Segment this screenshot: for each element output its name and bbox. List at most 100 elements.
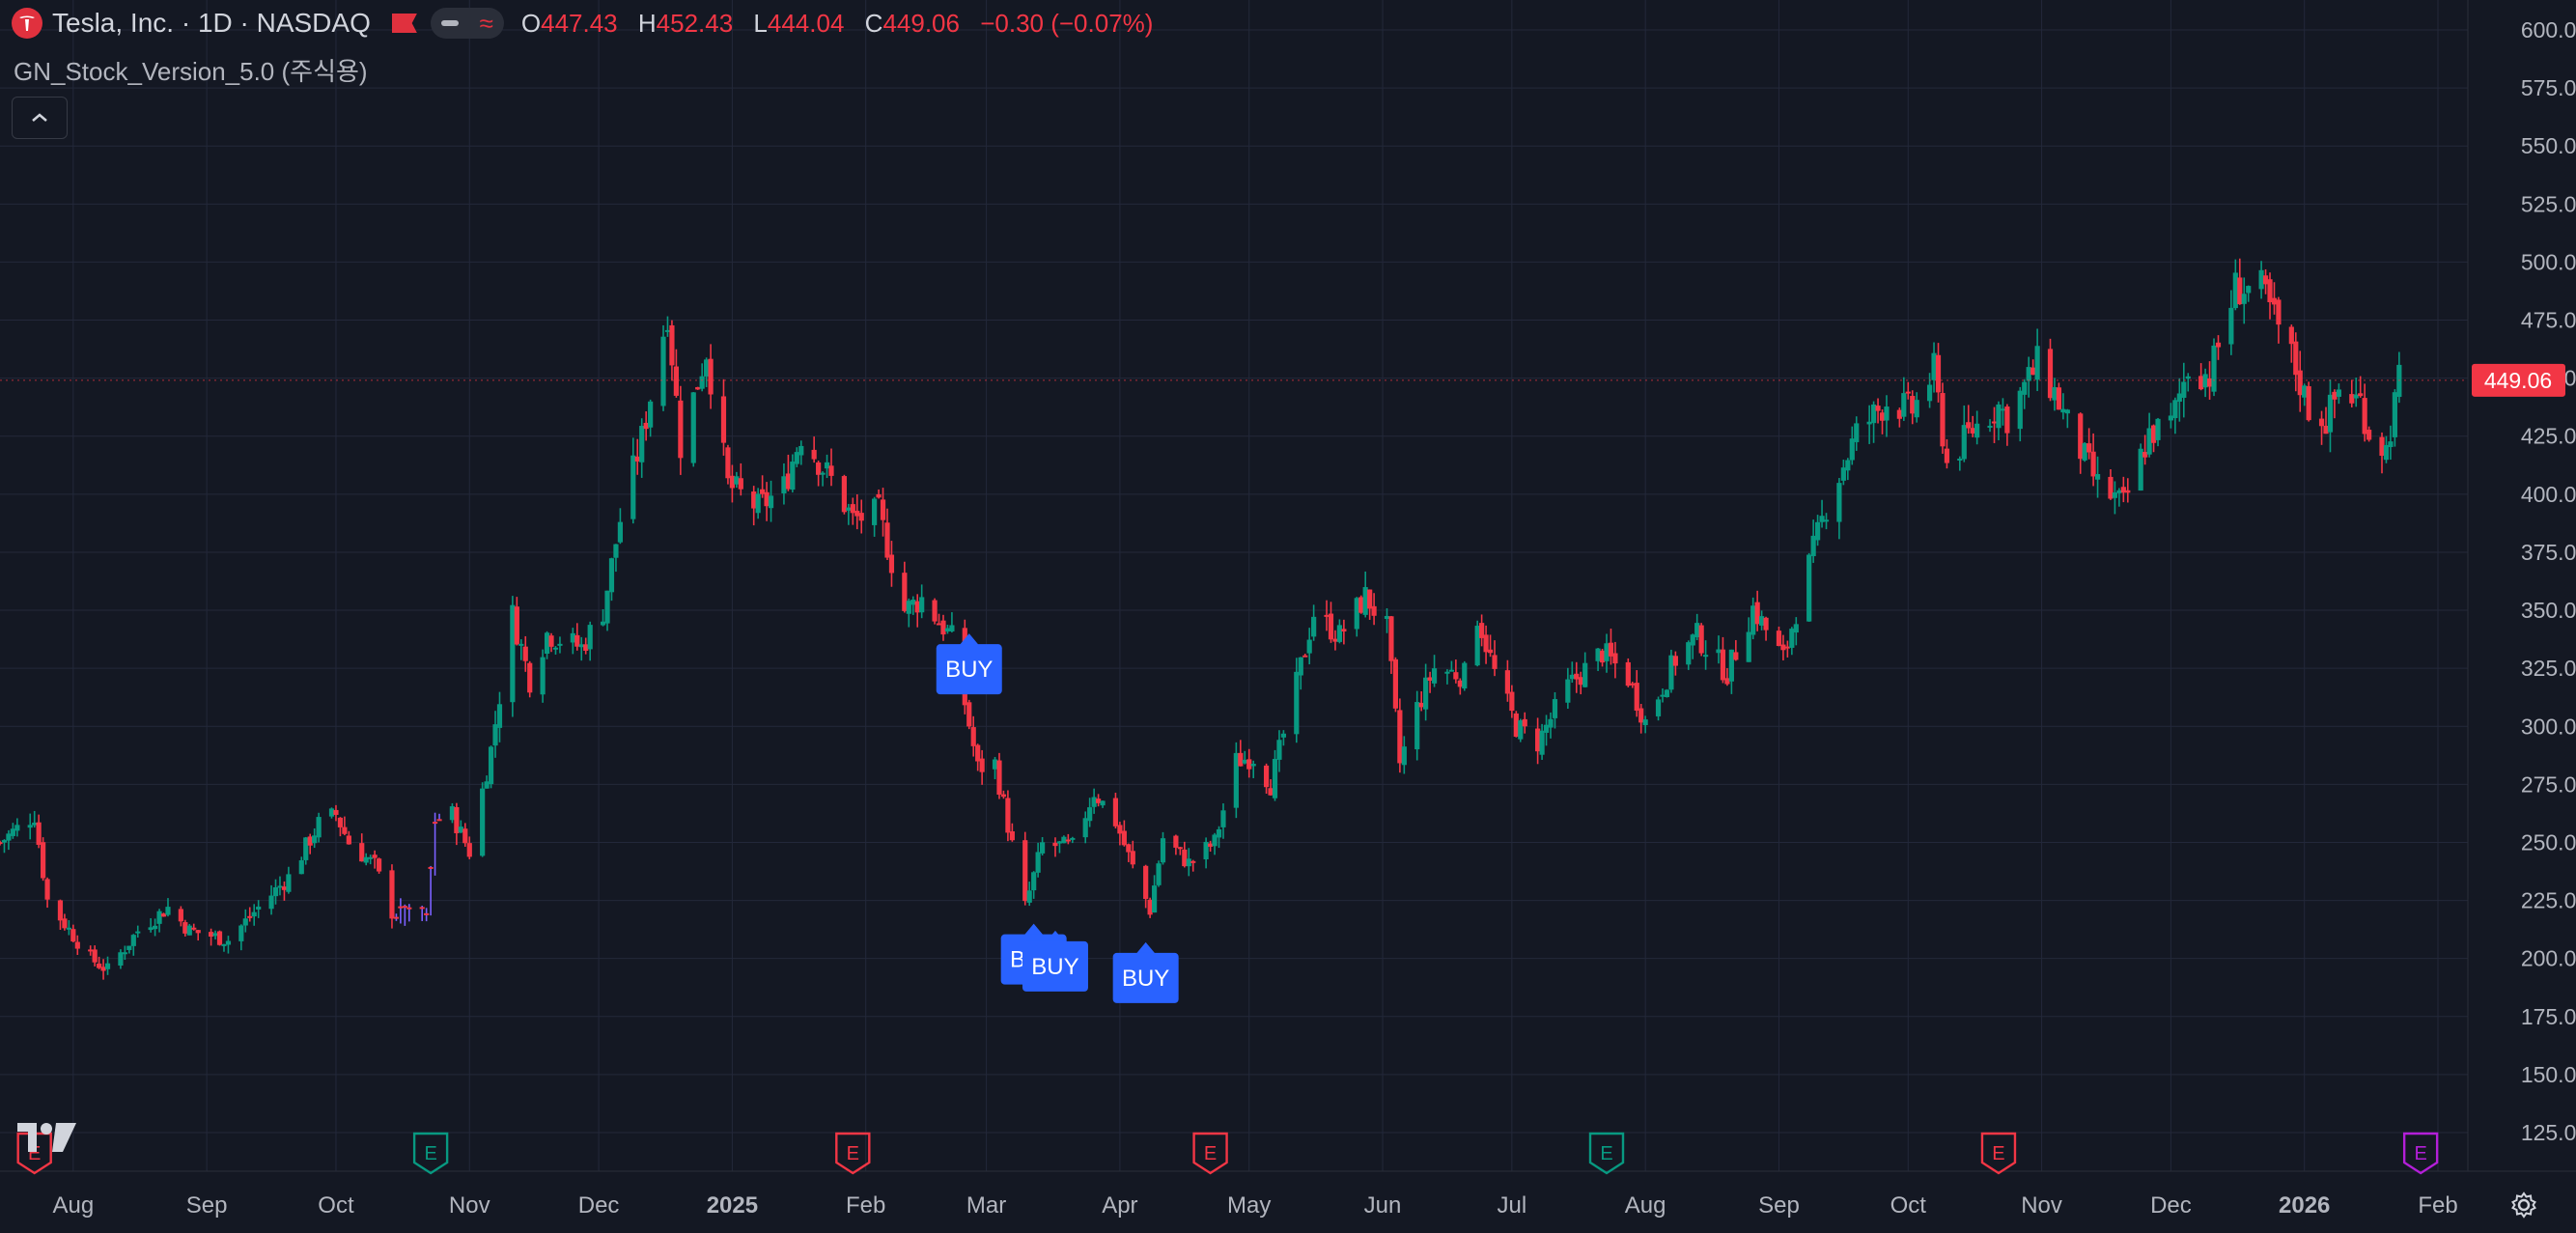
candle bbox=[708, 344, 714, 409]
candle bbox=[1427, 671, 1433, 693]
x-tick-label: Aug bbox=[1625, 1192, 1666, 1219]
candle-body bbox=[617, 521, 624, 543]
candle-body bbox=[70, 929, 76, 942]
candle bbox=[1056, 840, 1063, 854]
high-value: 452.43 bbox=[656, 8, 734, 38]
candle bbox=[449, 802, 456, 824]
candle bbox=[2267, 272, 2273, 320]
candle bbox=[1332, 630, 1338, 651]
candle bbox=[1462, 660, 1468, 691]
candle-body bbox=[2125, 490, 2131, 493]
tradingview-logo-icon[interactable] bbox=[17, 1120, 77, 1163]
buy-signal[interactable]: BUY bbox=[936, 633, 1002, 695]
candle-body bbox=[1354, 598, 1359, 630]
candle bbox=[1582, 652, 1588, 687]
candle-body bbox=[1203, 841, 1209, 860]
candle-body bbox=[1151, 885, 1158, 913]
earnings-marker[interactable]: E bbox=[835, 1132, 871, 1175]
candle bbox=[1910, 390, 1916, 425]
candle-body bbox=[940, 620, 946, 635]
visibility-toggle[interactable]: ≈ bbox=[430, 8, 504, 39]
candle-body bbox=[130, 935, 136, 946]
candle bbox=[1091, 788, 1097, 814]
candle-body bbox=[1578, 677, 1583, 686]
indicator-name[interactable]: GN_Stock_Version_5.0 (주식용) bbox=[14, 57, 368, 86]
gear-icon[interactable] bbox=[2510, 1191, 2537, 1219]
candle bbox=[337, 817, 344, 837]
candle-body bbox=[256, 906, 262, 911]
y-tick-label: 550.00 bbox=[2521, 133, 2576, 158]
candle-body bbox=[1431, 668, 1438, 684]
candle-body bbox=[2022, 381, 2028, 395]
candle-body bbox=[1535, 728, 1541, 752]
candle bbox=[1160, 831, 1166, 865]
candle-body bbox=[2155, 418, 2161, 440]
earnings-marker[interactable]: E bbox=[2402, 1132, 2439, 1175]
candle-body bbox=[1754, 602, 1760, 625]
candle-body bbox=[1612, 653, 1618, 664]
y-tick-label: 500.00 bbox=[2521, 249, 2576, 274]
candle bbox=[1026, 882, 1032, 907]
candle bbox=[303, 836, 309, 865]
candle-body bbox=[1207, 843, 1214, 847]
candle-body bbox=[182, 922, 188, 934]
collapse-button[interactable] bbox=[12, 97, 68, 139]
candle bbox=[2150, 424, 2157, 453]
candle-body bbox=[751, 491, 757, 509]
earnings-marker[interactable]: E bbox=[412, 1132, 449, 1175]
candle bbox=[432, 812, 438, 876]
candle bbox=[527, 660, 533, 698]
candle bbox=[1453, 659, 1459, 684]
candle bbox=[1126, 843, 1132, 862]
candle bbox=[1823, 513, 1830, 530]
candle bbox=[1431, 655, 1438, 687]
buy-signal[interactable]: BUY bbox=[1022, 930, 1088, 992]
earnings-marker[interactable]: E bbox=[1980, 1132, 2017, 1175]
candle-body bbox=[1750, 605, 1756, 635]
candle-body bbox=[1780, 644, 1786, 651]
candle bbox=[2262, 268, 2269, 294]
candle bbox=[462, 823, 468, 847]
candle-body bbox=[1095, 799, 1102, 803]
candle-body bbox=[2232, 272, 2238, 309]
buy-signal[interactable]: BUY bbox=[1112, 941, 1179, 1003]
earnings-marker[interactable]: E bbox=[1192, 1132, 1228, 1175]
candle-body bbox=[2078, 413, 2084, 460]
candle bbox=[1914, 392, 1919, 423]
candle-body bbox=[699, 376, 705, 389]
candle-body bbox=[1427, 677, 1433, 681]
x-tick-label: Oct bbox=[318, 1192, 354, 1219]
candle-body bbox=[212, 933, 218, 937]
candle bbox=[2090, 433, 2096, 487]
candle-body bbox=[583, 644, 589, 651]
candle bbox=[514, 597, 519, 646]
candle-body bbox=[27, 825, 33, 828]
candle bbox=[992, 756, 998, 780]
candle-body bbox=[1698, 625, 1704, 654]
earnings-marker[interactable]: E bbox=[1588, 1132, 1625, 1175]
y-tick-label: 600.00 bbox=[2521, 17, 2576, 42]
candle-body bbox=[557, 643, 563, 646]
candle bbox=[1216, 826, 1222, 849]
candle-body bbox=[902, 573, 908, 611]
candle-body bbox=[648, 401, 654, 428]
candle bbox=[44, 877, 50, 909]
candle-body bbox=[44, 879, 50, 900]
symbol-title[interactable]: Tesla, Inc. · 1D · NASDAQ bbox=[52, 8, 371, 38]
candle-body bbox=[1147, 899, 1153, 915]
candle bbox=[178, 906, 183, 927]
candle bbox=[1151, 875, 1158, 913]
candle bbox=[2327, 379, 2334, 453]
candle-body bbox=[2392, 392, 2397, 437]
flag-icon[interactable] bbox=[391, 14, 417, 33]
candle bbox=[70, 924, 76, 942]
candle bbox=[1668, 649, 1674, 693]
candle bbox=[940, 614, 946, 641]
candle bbox=[1022, 831, 1028, 906]
candle-body bbox=[578, 644, 584, 648]
candle bbox=[2017, 386, 2023, 442]
candle-body bbox=[2202, 374, 2208, 388]
candle bbox=[1039, 836, 1046, 855]
candle-body bbox=[1866, 421, 1872, 425]
